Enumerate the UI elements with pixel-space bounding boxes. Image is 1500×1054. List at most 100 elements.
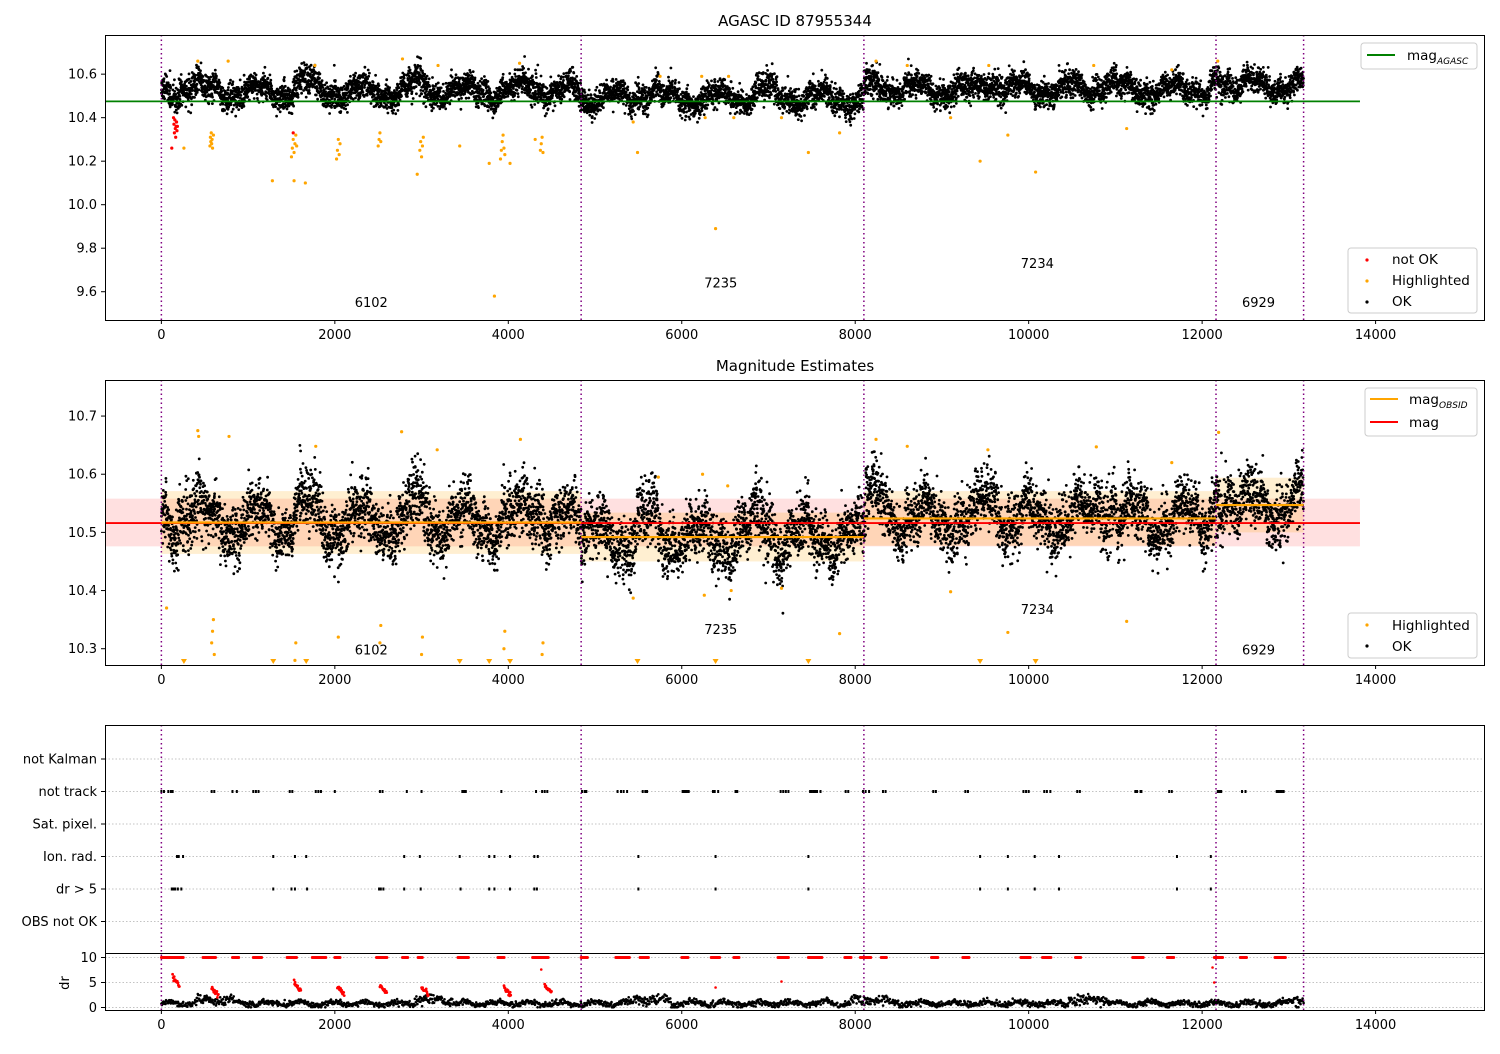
ok-point [534,76,538,79]
ok-point [248,77,252,81]
ok-point [432,87,436,91]
ok-point [513,72,517,76]
ok-point [162,77,166,81]
ok-point [276,88,280,92]
ok-point [529,88,532,92]
ok-point [486,109,490,113]
ok-point [588,113,592,117]
ok-point [277,107,280,111]
ok-point [776,88,780,92]
ok-point [623,82,627,86]
ok-point [756,96,759,100]
ok-point [848,120,852,124]
ok-point [822,80,826,84]
ok-point [325,105,329,108]
ok-point [332,63,336,67]
ok-point [674,78,677,82]
ok-point [599,108,602,112]
ok-point [579,81,582,85]
ok-point [758,93,761,97]
ok-point [195,63,198,67]
ok-point [322,102,326,106]
ok-point [315,85,319,88]
ok-point [773,72,776,76]
ok-point [685,87,689,91]
ok-point [812,105,816,109]
ok-point [473,76,477,80]
ok-point [299,87,303,91]
ok-point [328,112,331,115]
ok-point [729,80,733,84]
ok-point [191,88,194,92]
ok-point [444,107,448,111]
ok-point [371,80,375,84]
ok-point [711,102,715,106]
ok-point [432,106,435,110]
ok-point [255,92,259,96]
ok-point [319,81,323,85]
ok-point [534,89,537,93]
ok-point [173,110,177,114]
ok-point [189,92,193,96]
ok-point [305,88,308,92]
ok-point [419,89,423,92]
ok-point [236,103,239,107]
ok-point [578,89,581,93]
ok-point [611,80,615,83]
ok-point [680,116,684,120]
ok-point [349,74,352,78]
ok-point [878,63,882,66]
ok-point [427,77,431,81]
ok-point [345,91,349,95]
ok-point [407,66,411,69]
ok-point [318,72,322,76]
ok-point [797,87,801,91]
ok-point [438,90,442,93]
ok-point [543,114,547,118]
ok-point [321,86,325,89]
ok-point [840,108,843,111]
ok-point [686,83,690,87]
ok-point [860,105,864,109]
ok-point [224,96,228,100]
ok-point [534,72,538,75]
ok-point [549,75,553,79]
ok-point [460,96,463,100]
ok-point [789,87,792,90]
ok-point [392,108,396,112]
ok-point [419,57,423,60]
ok-point [252,97,256,100]
ok-point [770,93,773,96]
ok-point [877,78,881,82]
ok-point [643,89,647,92]
ok-point [178,94,182,98]
ok-point [197,88,201,92]
ok-point [391,111,395,115]
ok-point [270,87,274,91]
ok-point [415,92,418,96]
ok-point [218,81,222,84]
ok-point [842,92,846,95]
ok-point [215,74,218,78]
ok-point [857,110,861,114]
ok-point [522,66,525,70]
ok-point [178,105,182,109]
ok-point [571,78,574,82]
ok-point [644,112,647,116]
ok-point [678,87,681,91]
ok-point [611,110,615,114]
ok-point [163,97,167,101]
ok-point [263,65,267,69]
ok-point [354,71,357,75]
ok-point [288,88,292,92]
ok-point [718,77,722,80]
ok-point [340,88,344,92]
ok-point [478,84,482,88]
ok-point [173,90,177,93]
ok-point [330,97,334,100]
ok-point [868,68,871,72]
ok-point [296,95,300,99]
ok-point [824,73,827,77]
ok-point [823,95,826,98]
